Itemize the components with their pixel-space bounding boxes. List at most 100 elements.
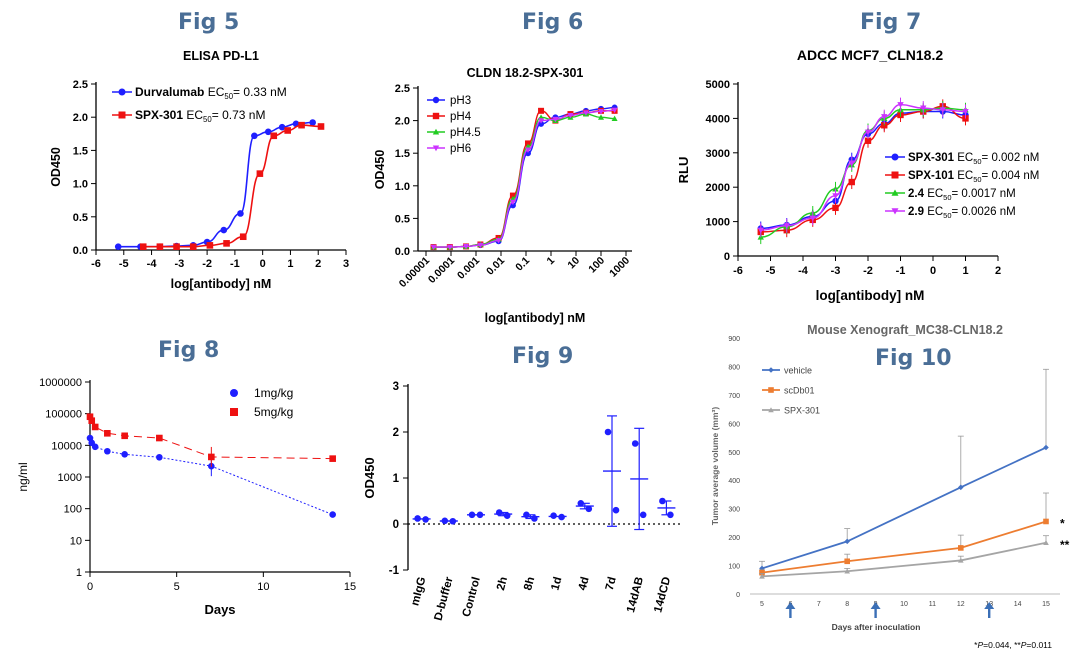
- fig9-ytick-label: -1: [389, 565, 400, 577]
- fig7-point-3: [897, 102, 904, 108]
- legend-ec-prefix: EC: [186, 108, 203, 122]
- legend-series-name: SPX-301: [135, 108, 186, 122]
- legend-ec-subscript: 50: [943, 211, 951, 220]
- fig6-title: CLDN 18.2-SPX-301: [467, 66, 584, 80]
- fig6-ytick-label: 1.5: [395, 148, 410, 160]
- fig8-legend-label-1: 5mg/kg: [254, 405, 293, 419]
- fig6-xtick-label: 1: [545, 255, 558, 268]
- fig5-point-0: [237, 210, 244, 217]
- fig10-series-line-0: [761, 446, 1047, 570]
- fig6-point-1: [524, 140, 531, 147]
- fig10-ytick-label: 300: [728, 507, 740, 514]
- fig8-point-1: [104, 429, 111, 437]
- fig9-ytick-label: 3: [393, 381, 399, 393]
- fig10-xtick-label: 10: [900, 601, 908, 608]
- fig7-xtick-label: -5: [766, 265, 776, 277]
- legend-ec-value: = 0.002 nM: [982, 152, 1040, 164]
- fig10-point-2: [759, 573, 765, 579]
- fig10-legend-label-1: scDb01: [784, 386, 815, 396]
- fig10-ytick-label: 0: [736, 592, 740, 599]
- fig5-point-1: [284, 127, 291, 134]
- fig7-legend-marker-2: [891, 189, 899, 196]
- fig10-ytick-label: 200: [728, 535, 740, 542]
- fig9-point: [585, 505, 593, 513]
- fig6-xtick-label: 100: [586, 255, 607, 276]
- fig10-legend-label-0: vehicle: [784, 366, 812, 376]
- fig7-point-3: [962, 108, 969, 115]
- fig10-ytick-label: 700: [728, 393, 740, 400]
- fig10-point-1: [844, 558, 850, 565]
- fig9-category-label: 4d: [577, 576, 592, 592]
- fig10-point-2: [844, 568, 850, 574]
- fig5-xtick-label: -1: [230, 258, 240, 270]
- fig6-ytick-label: 0.0: [395, 246, 410, 258]
- legend-series-name: SPX-101: [908, 170, 957, 182]
- fig7-point-3: [939, 107, 946, 113]
- fig8-xtick-label: 0: [87, 581, 93, 593]
- fig5-point-0: [251, 132, 258, 140]
- fig9-point: [449, 517, 457, 525]
- legend-ec-prefix: EC: [957, 170, 973, 182]
- fig6-xtick-label: 0.0001: [426, 255, 457, 286]
- fig6-point-3: [524, 147, 531, 153]
- footnote-part: =0.044, **: [983, 640, 1021, 650]
- legend-ec-prefix: EC: [927, 188, 943, 200]
- fig10-xtick-label: 7: [817, 601, 821, 608]
- fig10-point-1: [759, 569, 765, 576]
- fig5-point-1: [206, 242, 214, 249]
- legend-series-name: Durvalumab: [135, 85, 208, 99]
- fig5-legend-label-0: Durvalumab EC50= 0.33 nM: [135, 85, 287, 101]
- fig5-point-0: [114, 243, 122, 250]
- fig9-category-label: 8h: [522, 576, 537, 592]
- fig7-ytick-label: 2000: [706, 182, 730, 194]
- fig9-point: [631, 440, 639, 447]
- fig10-ytick-label: 500: [728, 450, 740, 457]
- fig8-ytick-label: 1000000: [39, 377, 82, 389]
- footnote-part: *: [974, 640, 978, 650]
- fig8-legend-marker-1: [230, 408, 238, 416]
- fig5-chart: ELISA PD-L1 0.0 0.5 1.0 1.5 2.0 2.5 -6 -5 -4 -3 -2 -…: [49, 49, 349, 291]
- fig8-ytick-label: 1: [76, 567, 82, 579]
- fig10-dosing-arrow-head: [785, 602, 796, 609]
- fig7-legend-label-1: SPX-101 EC50= 0.004 nM: [908, 170, 1039, 184]
- fig10-point-0: [844, 538, 850, 545]
- fig5-series-line-0: [118, 121, 313, 248]
- fig5-ytick-label: 0.5: [73, 212, 88, 224]
- legend-ec-prefix: EC: [957, 152, 973, 164]
- fig9-point: [441, 517, 449, 525]
- fig7-point-1: [864, 137, 872, 144]
- fig7-point-3: [783, 223, 790, 229]
- fig5-legend-marker-1: [118, 111, 126, 119]
- fig6-legend-marker-1: [432, 112, 440, 120]
- fig9-point: [414, 515, 421, 522]
- fig6-xtick-label: 0.00001: [397, 255, 432, 290]
- fig5-xtick-label: 2: [315, 258, 321, 270]
- fig8-label: Fig 8: [158, 338, 220, 363]
- fig5-point-1: [156, 243, 164, 250]
- fig10-ytick-label: 400: [728, 478, 740, 485]
- fig9-category-label: 7d: [604, 576, 619, 592]
- fig8-chart: 1 10 100 1000 10000 100000 1000000 0 5 10 15 Days ng…: [16, 377, 356, 617]
- fig9-point: [503, 512, 511, 520]
- fig10-point-0: [1043, 444, 1049, 451]
- fig10-ytick-label: 900: [728, 336, 740, 343]
- fig10-legend-marker-2: [768, 407, 774, 413]
- fig10-point-0: [958, 484, 964, 491]
- fig6-point-3: [567, 112, 574, 119]
- fig6-xtick-label: 0.001: [455, 255, 482, 282]
- fig7-point-3: [920, 105, 927, 112]
- fig8-legend-label-0: 1mg/kg: [254, 386, 293, 400]
- legend-series-name: 2.4: [908, 188, 927, 200]
- fig8-point-0: [156, 453, 163, 461]
- fig8-point-1: [88, 417, 96, 424]
- fig5-ytick-label: 1.5: [73, 145, 88, 157]
- fig6-point-3: [611, 107, 618, 114]
- legend-ec-subscript: 50: [973, 157, 981, 166]
- fig10-ytick-label: 100: [728, 564, 740, 571]
- fig6-point-3: [430, 244, 437, 251]
- fig10-label: Fig 10: [875, 346, 952, 371]
- legend-ec-value: = 0.0026 nM: [951, 206, 1015, 218]
- fig6-ylabel: OD450: [373, 150, 387, 190]
- fig5-point-1: [223, 240, 230, 247]
- fig9-ylabel: OD450: [362, 457, 377, 498]
